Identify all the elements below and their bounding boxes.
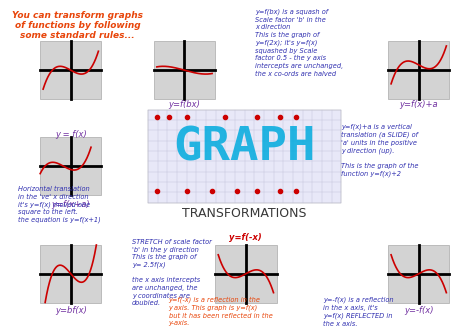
Text: y=f(x)+a is a vertical
translation (a SLIDE) of
'a' units in the positive
y dire: y=f(x)+a is a vertical translation (a SL…	[341, 123, 419, 177]
Text: y=f(x)+a: y=f(x)+a	[400, 100, 438, 110]
Text: y=f(x+a): y=f(x+a)	[52, 200, 90, 209]
Text: y=-f(x) is a reflection
in the x axis, it's
y=f(x) REFLECTED in
the x axis.: y=-f(x) is a reflection in the x axis, i…	[323, 297, 394, 327]
Bar	[40, 245, 101, 303]
Text: You can transform graphs
of functions by following
some standard rules...: You can transform graphs of functions by…	[12, 11, 143, 41]
Text: y=f(bx): y=f(bx)	[169, 100, 201, 110]
Bar	[40, 41, 101, 99]
Bar	[154, 41, 215, 99]
Text: Horizontal translation
in the 've' x direction
it's y=f(x) moved one
square to t: Horizontal translation in the 've' x dir…	[18, 186, 101, 223]
Bar	[388, 41, 449, 99]
Text: y = f(x): y = f(x)	[55, 130, 87, 139]
Bar	[40, 137, 101, 195]
Bar	[215, 245, 276, 303]
Text: y=bf(x): y=bf(x)	[55, 306, 87, 315]
Text: GRAPH: GRAPH	[173, 126, 316, 171]
Bar	[388, 245, 449, 303]
Text: y=f(-x) is a reflection in the
y axis. This graph is y=f(x)
but it has been refl: y=f(-x) is a reflection in the y axis. T…	[169, 297, 273, 327]
Text: STRETCH of scale factor
'b' in the y direction
This is the graph of
y= 2.5f(x)

: STRETCH of scale factor 'b' in the y dir…	[132, 239, 212, 306]
Text: y=f(bx) is a squash of
Scale factor 'b' in the
x direction
This is the graph of
: y=f(bx) is a squash of Scale factor 'b' …	[255, 9, 343, 76]
Text: y=-f(x): y=-f(x)	[404, 306, 433, 315]
Bar	[148, 110, 341, 203]
Text: y=f(-x): y=f(-x)	[229, 233, 262, 242]
Text: TRANSFORMATIONS: TRANSFORMATIONS	[182, 207, 307, 220]
